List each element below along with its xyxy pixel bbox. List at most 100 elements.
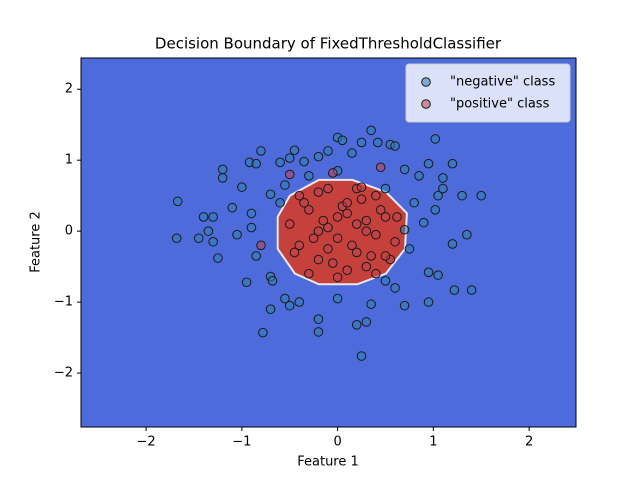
- scatter-point: [371, 268, 381, 279]
- scatter-point: [399, 224, 410, 235]
- scatter-point: [280, 180, 290, 190]
- x-tick-label: 0: [333, 435, 341, 450]
- scatter-point: [265, 189, 276, 200]
- scatter-point: [193, 233, 204, 244]
- scatter-point: [284, 219, 295, 229]
- legend-label: "positive" class: [450, 97, 550, 112]
- scatter-point: [392, 212, 402, 222]
- scatter-point: [366, 251, 376, 261]
- legend-marker: [421, 77, 431, 87]
- scatter-point: [172, 196, 183, 207]
- scatter-point: [280, 293, 290, 304]
- scatter-point: [323, 244, 333, 254]
- scatter-point: [476, 190, 487, 201]
- scatter-point: [313, 187, 324, 197]
- scatter-point: [430, 205, 441, 215]
- scatter-point: [373, 137, 383, 148]
- scatter-point: [299, 197, 309, 208]
- scatter-point: [380, 276, 391, 286]
- scatter-point: [304, 205, 314, 215]
- y-tick-label: −2: [54, 366, 73, 381]
- scatter-point: [449, 285, 460, 295]
- scatter-point: [284, 169, 295, 180]
- y-tick-label: −1: [54, 295, 73, 310]
- scatter-point: [203, 226, 214, 236]
- scatter-point: [380, 212, 391, 222]
- scatter-point: [237, 182, 247, 192]
- scatter-point: [323, 183, 333, 194]
- scatter-point: [246, 222, 257, 233]
- scatter-point: [323, 146, 333, 156]
- scatter-point: [256, 240, 266, 251]
- scatter-point: [198, 212, 209, 222]
- scatter-point: [347, 148, 357, 158]
- y-tick-label: 1: [65, 153, 73, 168]
- scatter-point: [366, 299, 376, 310]
- scatter-point: [423, 297, 434, 307]
- scatter-point: [275, 197, 285, 208]
- scatter-point: [399, 300, 410, 311]
- scatter-point: [423, 158, 434, 169]
- scatter-point: [171, 233, 182, 244]
- scatter-point: [356, 137, 367, 148]
- scatter-point: [457, 190, 467, 201]
- scatter-point: [227, 202, 238, 213]
- plot: [171, 125, 487, 361]
- scatter-point: [251, 251, 262, 261]
- scatter-point: [267, 276, 278, 286]
- scatter-point: [347, 240, 357, 251]
- y-axis-label: Feature 2: [29, 211, 44, 273]
- scatter-point: [361, 317, 372, 327]
- scatter-point: [213, 253, 223, 263]
- scatter-point: [430, 134, 441, 144]
- x-tick-label: 2: [525, 435, 533, 450]
- scatter-point: [361, 261, 372, 272]
- scatter-point: [361, 226, 372, 236]
- scatter-point: [366, 125, 376, 136]
- chart-title: Decision Boundary of FixedThresholdClass…: [155, 35, 502, 53]
- legend-label: "negative" class: [450, 75, 555, 90]
- x-tick-label: 1: [429, 435, 437, 450]
- scatter-point: [342, 197, 352, 208]
- scatter-point: [371, 190, 381, 201]
- scatter-point: [208, 212, 218, 222]
- scatter-point: [289, 145, 300, 156]
- scatter-point: [313, 314, 324, 324]
- scatter-point: [232, 229, 242, 240]
- scatter-point: [409, 197, 419, 208]
- scatter-point: [289, 247, 300, 258]
- scatter-point: [390, 141, 400, 151]
- scatter-point: [217, 164, 228, 175]
- x-tick-label: −2: [137, 435, 156, 450]
- scatter-point: [258, 327, 268, 338]
- scatter-point: [466, 285, 477, 295]
- scatter-point: [256, 146, 266, 156]
- y-tick-label: 0: [65, 224, 73, 239]
- y-tick-label: 2: [65, 82, 73, 97]
- scatter-point: [418, 217, 429, 228]
- legend-box: [405, 63, 571, 123]
- scatter-point: [423, 267, 434, 278]
- scatter-point: [390, 236, 400, 247]
- scatter-point: [308, 233, 319, 244]
- scatter-point: [328, 258, 338, 268]
- scatter-point: [371, 229, 381, 240]
- scatter-point: [375, 162, 386, 173]
- scatter-point: [342, 208, 352, 219]
- scatter-point: [356, 351, 367, 361]
- axes-frame: [80, 57, 577, 428]
- legend-marker: [421, 99, 431, 109]
- scatter-point: [433, 190, 443, 201]
- scatter-point: [313, 226, 324, 236]
- scatter-point: [332, 212, 343, 222]
- scatter-point: [304, 170, 314, 181]
- scatter-point: [251, 158, 262, 169]
- x-tick-label: −1: [232, 435, 251, 450]
- scatter-point: [208, 236, 218, 247]
- scatter-point: [356, 194, 367, 205]
- scatter-point: [332, 293, 343, 304]
- scatter-point: [275, 157, 285, 168]
- scatter-point: [414, 170, 424, 181]
